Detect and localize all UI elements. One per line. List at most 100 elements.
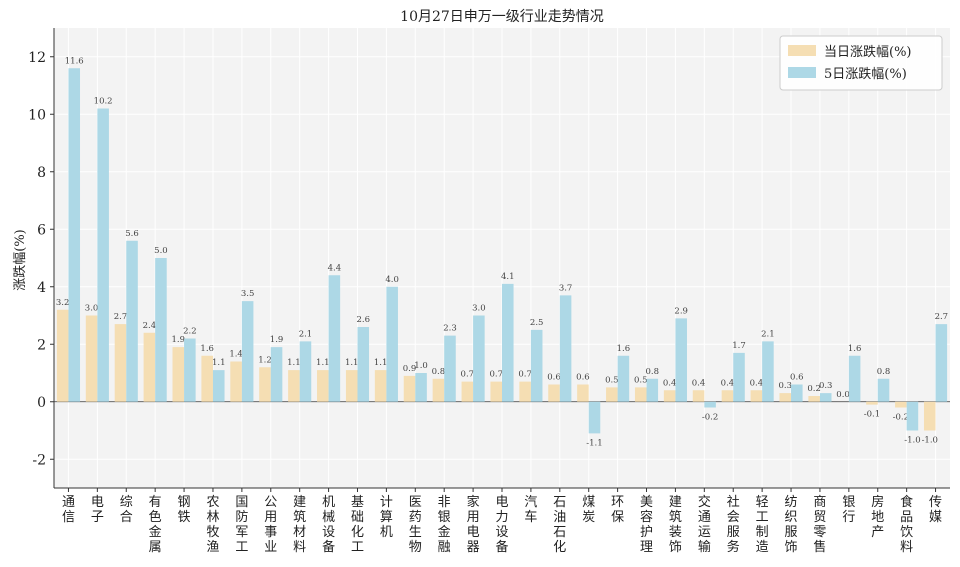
bar-series-1 [461,381,474,402]
y-axis-label: 涨跌幅(%) [12,229,28,291]
bar-series-2 [530,329,543,402]
data-label: 0.6 [576,373,590,383]
bar-series-2 [617,355,630,402]
bar-series-1 [634,387,647,402]
data-label: -1.0 [904,436,920,446]
data-label: 0.4 [721,378,735,388]
data-label: 2.5 [530,318,544,328]
bar-series-2 [68,68,81,402]
category-label: 美容护理 [640,495,653,555]
category-label: 传媒 [929,495,942,525]
y-tick-label: 8 [37,165,46,181]
category-label: 汽车 [524,495,537,525]
category-label: 综合 [120,495,133,525]
bar-series-1 [288,370,300,402]
chart-title: 10月27日申万一级行业走势情况 [400,9,604,25]
category-label: 银行 [842,495,855,525]
category-label: 房地产 [871,494,884,540]
data-label: -0.2 [893,413,909,423]
bar-series-2 [241,301,254,402]
bar-series-1 [114,324,127,402]
data-label: -1.0 [922,436,938,446]
bar-series-1 [692,390,705,402]
bar-series-1 [519,381,531,402]
category-label: 机械设备 [322,495,335,555]
data-label: 1.1 [374,358,388,368]
data-label: 0.9 [403,364,417,374]
bar-series-1 [259,367,271,402]
data-label: 3.0 [85,304,99,314]
bar-series-2 [733,352,745,402]
bar-series-1 [663,390,676,402]
bar-series-2 [646,378,659,402]
bar-series-2 [559,295,572,402]
data-label: 0.0 [836,390,850,400]
data-label: 0.8 [877,367,891,377]
data-label: 1.6 [617,344,631,354]
data-label: -0.2 [702,413,718,423]
bar-series-1 [606,387,618,402]
data-label: 3.2 [56,298,70,308]
data-label: 0.3 [778,381,792,391]
data-label: 0.7 [461,370,475,380]
bar-series-2 [848,355,861,402]
bar-series-1 [779,393,792,402]
bar-series-1 [923,401,936,431]
plot-area: -2 0 2 4 6 8 10 12 3.2 3.0 2.7 2.4 1.9 1.6 1.4 1.2 1.1 1.… [28,28,950,555]
bar-series-1 [432,378,445,402]
y-tick-label: 4 [37,280,46,296]
bar-series-2 [473,315,485,402]
category-label: 通信 [62,495,75,525]
category-label: 农林牧渔 [206,495,219,555]
bar-series-1 [750,390,763,402]
bar-series-2 [357,327,370,402]
y-tick-label: 0 [37,395,46,411]
bar-series-1 [403,375,416,402]
y-tick-label: 10 [28,107,46,123]
data-label: 1.6 [200,344,214,354]
bar-series-1 [56,309,69,402]
category-label: 建筑材料 [293,495,306,555]
y-tick-label: 2 [37,337,46,353]
data-label: 0.3 [819,381,833,391]
bar-series-2 [588,401,601,434]
y-tick-label: 12 [28,50,46,66]
category-label: 家用电器 [467,494,480,555]
bar-series-2 [415,373,427,402]
bar-series-1 [895,401,907,408]
data-label: 3.7 [559,283,573,293]
category-label: 食品饮料 [900,494,913,555]
data-label: 2.3 [443,324,457,334]
bar-series-2 [935,324,948,402]
data-label: 2.7 [114,312,128,322]
bar-series-1 [490,381,502,402]
category-label: 环保 [611,495,624,525]
y-tick-label: 6 [37,222,46,238]
category-label: 商贸零售 [813,495,826,555]
data-label: 1.9 [270,335,284,345]
data-label: 2.1 [299,329,313,339]
bar-series-2 [212,370,225,402]
bar-series-2 [906,401,919,431]
data-label: 1.1 [212,358,226,368]
data-label: 0.7 [518,370,532,380]
category-label: 医药生物 [409,495,422,555]
data-label: 1.6 [848,344,862,354]
category-label: 公用事业 [264,495,277,555]
category-label: 交通运输 [698,494,711,555]
data-label: 1.2 [258,355,272,365]
data-label: 2.1 [761,329,775,339]
bar-series-2 [386,286,398,402]
data-label: 4.4 [328,263,342,273]
data-label: -0.1 [864,410,880,420]
bar-series-2 [299,341,312,402]
bar-series-2 [270,347,283,402]
data-label: 11.6 [65,56,84,66]
data-label: -1.1 [586,438,602,448]
legend-swatch [788,67,816,78]
bar-series-2 [184,338,196,402]
bar-series-2 [155,258,167,402]
category-label: 有色金属 [149,495,162,555]
bar-series-2 [762,341,774,402]
